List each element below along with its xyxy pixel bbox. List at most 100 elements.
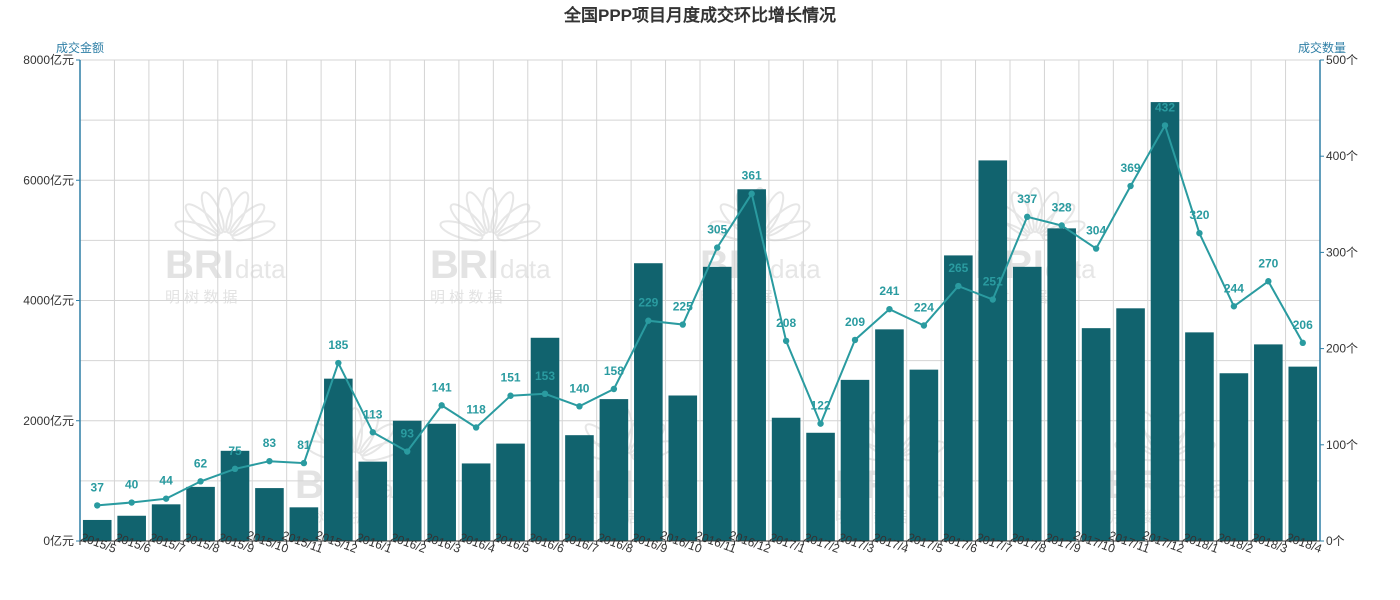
left-tick-label: 0亿元 — [43, 533, 74, 548]
watermark-sub-text: data — [235, 254, 286, 284]
line-point[interactable] — [610, 385, 618, 393]
line-point[interactable] — [645, 317, 652, 324]
bar[interactable] — [151, 504, 181, 541]
line-point[interactable] — [989, 296, 996, 303]
data-label: 361 — [742, 169, 762, 183]
bar[interactable] — [117, 515, 146, 541]
bar[interactable] — [1116, 308, 1145, 541]
line-point[interactable] — [817, 420, 824, 427]
line-point[interactable] — [920, 322, 928, 329]
bar[interactable] — [530, 337, 560, 541]
data-label: 328 — [1052, 200, 1072, 214]
bar[interactable] — [186, 486, 215, 541]
data-label: 270 — [1258, 256, 1278, 270]
data-label: 265 — [948, 261, 968, 275]
bar[interactable] — [1012, 266, 1042, 541]
bar[interactable] — [1150, 102, 1180, 542]
data-label: 305 — [707, 223, 727, 237]
line-point[interactable] — [300, 459, 308, 467]
watermark-leaf-icon — [482, 187, 498, 233]
line-point[interactable] — [1230, 303, 1238, 310]
line-point[interactable] — [128, 499, 135, 506]
line-point[interactable] — [955, 282, 962, 290]
bar[interactable] — [1185, 332, 1214, 541]
bar[interactable] — [82, 519, 112, 541]
bar[interactable] — [909, 369, 939, 541]
line-point[interactable] — [197, 478, 204, 485]
bar[interactable] — [1288, 366, 1318, 541]
line-point[interactable] — [886, 305, 893, 313]
line-point[interactable] — [1127, 182, 1134, 190]
line-point[interactable] — [748, 190, 755, 197]
bar[interactable] — [875, 329, 904, 541]
line-point[interactable] — [438, 402, 445, 409]
bar[interactable] — [289, 507, 319, 541]
line-point[interactable] — [541, 390, 549, 398]
bar[interactable] — [1081, 328, 1111, 541]
data-label: 225 — [673, 300, 693, 314]
data-label: 141 — [432, 380, 452, 394]
line-point[interactable] — [162, 495, 170, 502]
left-tick-label: 6000亿元 — [23, 172, 74, 187]
bar[interactable] — [737, 189, 766, 542]
watermark-sub-text: data — [770, 254, 821, 284]
bar[interactable] — [668, 395, 698, 541]
line-point[interactable] — [472, 424, 480, 431]
line-point[interactable] — [507, 392, 514, 399]
bar[interactable] — [324, 378, 353, 541]
bar[interactable] — [461, 463, 491, 541]
bar[interactable] — [255, 488, 284, 541]
bar[interactable] — [944, 255, 973, 541]
line-point[interactable] — [576, 403, 583, 410]
bar[interactable] — [392, 420, 422, 541]
data-label: 304 — [1086, 224, 1106, 238]
data-label: 118 — [466, 402, 486, 416]
right-tick-label: 300个 — [1326, 245, 1358, 259]
data-label: 320 — [1189, 208, 1209, 222]
data-label: 209 — [845, 315, 865, 329]
bar[interactable] — [220, 450, 250, 541]
data-label: 337 — [1017, 192, 1037, 206]
line-point[interactable] — [94, 502, 101, 509]
line-point[interactable] — [1092, 245, 1100, 252]
bar[interactable] — [634, 263, 663, 541]
data-label: 62 — [194, 456, 208, 470]
bar[interactable] — [496, 443, 525, 541]
bar[interactable] — [806, 432, 835, 541]
line-point[interactable] — [266, 457, 273, 465]
line-point[interactable] — [714, 244, 721, 251]
line-point[interactable] — [1196, 229, 1203, 237]
bar[interactable] — [702, 266, 732, 541]
line-point[interactable] — [369, 429, 376, 436]
bar[interactable] — [565, 435, 594, 541]
bar[interactable] — [427, 423, 456, 541]
line-point[interactable] — [1161, 122, 1169, 129]
line-point[interactable] — [1024, 213, 1031, 221]
left-tick-label: 2000亿元 — [23, 413, 74, 428]
line-point[interactable] — [1299, 339, 1306, 347]
data-label: 151 — [501, 371, 521, 385]
line-point[interactable] — [404, 448, 411, 455]
bar[interactable] — [978, 160, 1008, 541]
bar[interactable] — [1219, 373, 1249, 541]
line-point[interactable] — [851, 336, 859, 344]
data-label: 44 — [159, 474, 173, 488]
watermark-leaf-icon — [766, 220, 811, 242]
right-tick-label: 400个 — [1326, 149, 1358, 163]
bar[interactable] — [1254, 344, 1283, 541]
data-label: 432 — [1155, 100, 1175, 114]
bar[interactable] — [840, 379, 870, 541]
bar[interactable] — [771, 417, 801, 541]
line-point[interactable] — [335, 359, 342, 367]
line-point[interactable] — [1058, 222, 1065, 229]
bar[interactable] — [1047, 228, 1076, 541]
watermark-sub-text: data — [500, 254, 551, 284]
bar[interactable] — [599, 399, 629, 541]
line-point[interactable] — [782, 337, 790, 345]
bar[interactable] — [358, 461, 388, 541]
line-point[interactable] — [679, 321, 686, 328]
line-point[interactable] — [1265, 278, 1272, 285]
line-point[interactable] — [231, 465, 239, 473]
